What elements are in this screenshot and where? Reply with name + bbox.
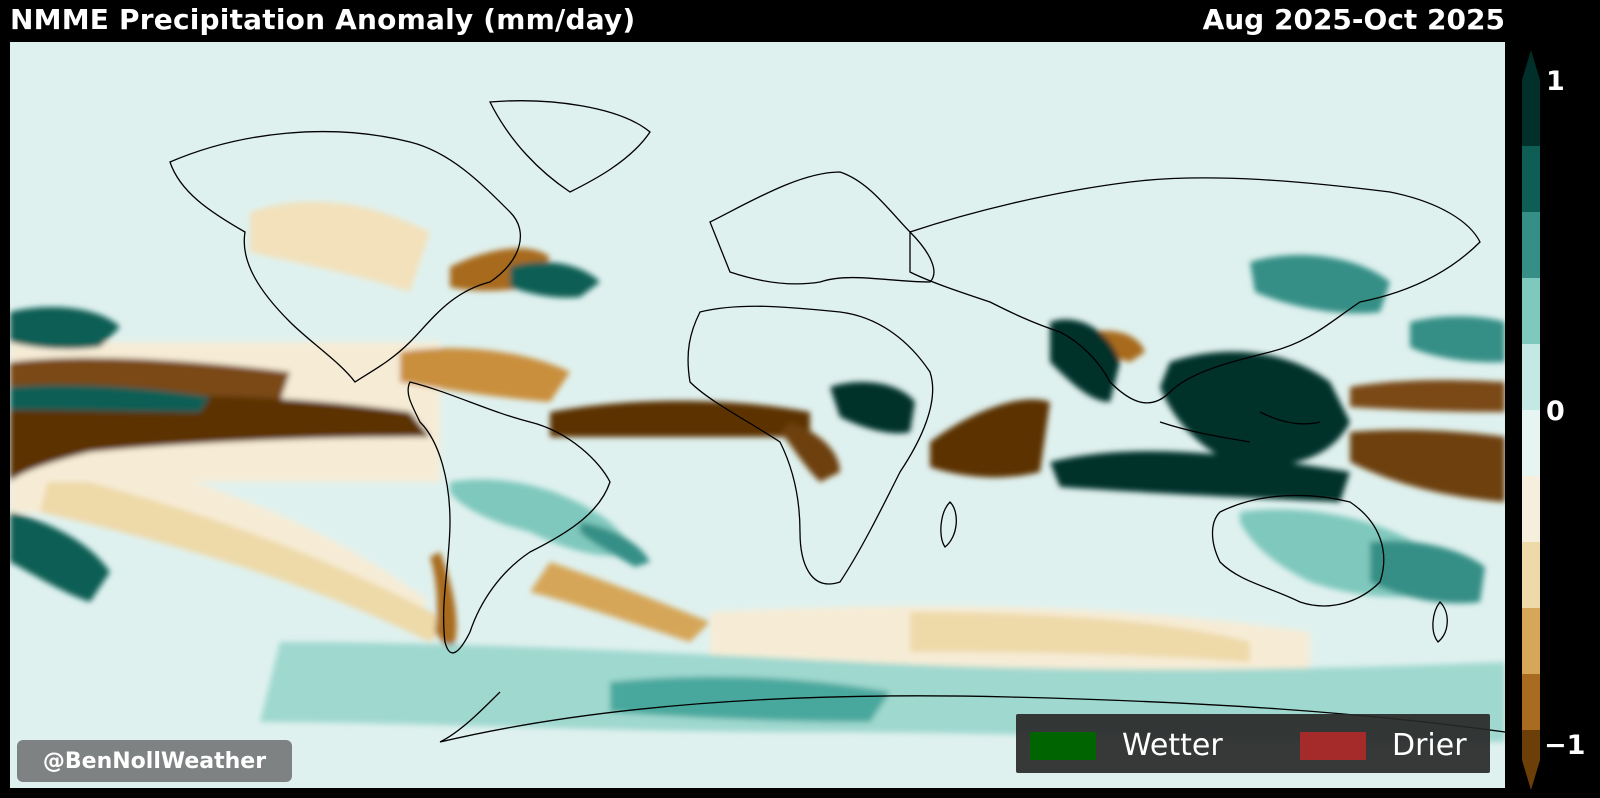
- legend-item-drier: Drier: [1300, 728, 1467, 763]
- anomaly-map: [10, 42, 1505, 788]
- coast-greenland: [488, 100, 651, 193]
- colorbar-svg: [1522, 50, 1540, 790]
- map-title: NMME Precipitation Anomaly (mm/day): [10, 3, 636, 36]
- wetter-label: Wetter: [1122, 728, 1223, 763]
- colorbar-segment-9: [1522, 608, 1540, 674]
- wet-india: [1050, 319, 1120, 402]
- wet-east-pacific-itcz: [10, 385, 210, 412]
- wet-north-west-pacific: [1250, 254, 1390, 314]
- drier-label: Drier: [1392, 728, 1467, 763]
- wet-southern-ocean-west: [610, 676, 890, 722]
- strong-dry-indian-ocean: [930, 399, 1050, 478]
- colorbar-max-label: 1: [1546, 66, 1565, 97]
- coast-north-america: [169, 130, 521, 383]
- colorbar-segment-1: [1522, 80, 1540, 146]
- wet-north-pacific-west: [1410, 316, 1505, 363]
- colorbar-top-arrow: [1522, 50, 1540, 80]
- colorbar-segment-5: [1522, 344, 1540, 410]
- drier-swatch: [1300, 731, 1366, 760]
- colorbar-segment-4: [1522, 278, 1540, 344]
- colorbar-segment-10: [1522, 674, 1540, 730]
- colorbar-segment-2: [1522, 146, 1540, 212]
- strong-dry-central-africa: [780, 422, 840, 482]
- dry-south-america-south: [430, 552, 457, 652]
- strong-dry-north-west-pacific: [1350, 379, 1505, 412]
- title-bar: NMME Precipitation Anomaly (mm/day) Aug …: [0, 0, 1505, 42]
- colorbar-segment-3: [1522, 212, 1540, 278]
- legend-item-wetter: Wetter: [1030, 728, 1223, 763]
- colorbar-segment-11: [1522, 730, 1540, 760]
- strong-dry-west-pacific: [1350, 429, 1505, 502]
- wet-south-atlantic-plume: [580, 522, 650, 567]
- strong-dry-east-pacific: [10, 395, 430, 482]
- strong-dry-atlantic: [550, 400, 810, 437]
- dry-north-america: [250, 201, 430, 292]
- coast-madagascar: [940, 501, 957, 548]
- wet-north-pacific-east: [10, 307, 120, 350]
- coast-africa: [687, 305, 934, 585]
- colorbar-segment-7: [1522, 476, 1540, 542]
- coast-asia: [909, 177, 1481, 404]
- watermark: @BenNollWeather: [17, 740, 292, 782]
- wet-south-pacific-east: [10, 512, 110, 602]
- colorbar-bottom-arrow: [1522, 760, 1540, 790]
- coastlines: [169, 100, 1505, 743]
- colorbar-segment-8: [1522, 542, 1540, 608]
- wet-north-atlantic: [510, 262, 600, 298]
- wet-indian-ocean-south: [1050, 451, 1350, 502]
- wet-south-east-australia: [1370, 540, 1485, 604]
- world-map-svg: [10, 42, 1505, 788]
- colorbar-segment-6: [1522, 410, 1540, 476]
- dry-caribbean: [400, 348, 570, 402]
- dry-southern-ocean-belt-2: [910, 612, 1250, 662]
- coast-new-zealand: [1432, 601, 1448, 643]
- wetter-swatch: [1030, 731, 1096, 760]
- colorbar-mid-label: 0: [1546, 396, 1565, 427]
- legend: Wetter Drier: [1016, 714, 1490, 773]
- dry-south-atlantic: [530, 562, 710, 642]
- forecast-period: Aug 2025-Oct 2025: [1202, 3, 1505, 36]
- coast-indonesia: [1159, 411, 1321, 443]
- coast-australia: [1211, 494, 1385, 607]
- wet-maritime-continent: [1160, 351, 1350, 466]
- wet-central-africa: [830, 382, 915, 434]
- colorbar: [1522, 50, 1540, 790]
- dry-band-south-pacific: [40, 472, 450, 642]
- coast-south-america: [407, 381, 611, 654]
- coast-europe: [709, 171, 935, 285]
- colorbar-min-label: −1: [1544, 730, 1586, 761]
